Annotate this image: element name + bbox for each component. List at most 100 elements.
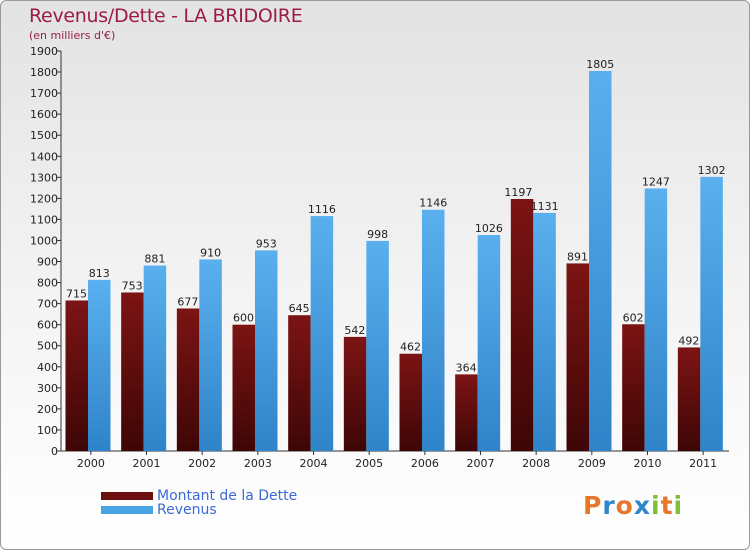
x-tick-label: 2011: [689, 457, 717, 470]
y-tick-label: 200: [37, 403, 58, 416]
y-tick-label: 500: [37, 340, 58, 353]
x-tick-label: 2006: [411, 457, 439, 470]
revenue-value-label: 1146: [419, 197, 447, 210]
debt-value-label: 492: [678, 334, 699, 347]
y-tick-label: 1000: [30, 234, 58, 247]
revenue-value-label: 1131: [531, 200, 559, 213]
x-tick-label: 2004: [300, 457, 328, 470]
debt-bar: [176, 308, 200, 451]
legend-label-debt: Montant de la Dette: [157, 488, 298, 504]
revenue-bar: [88, 279, 111, 451]
y-tick-label: 1600: [30, 108, 58, 121]
revenue-value-label: 910: [200, 246, 221, 259]
y-tick-label: 400: [37, 361, 58, 374]
y-tick-label: 1500: [30, 129, 58, 142]
revenue-value-label: 1247: [642, 175, 670, 188]
y-tick-label: 1100: [30, 213, 58, 226]
x-tick-label: 2009: [578, 457, 606, 470]
y-tick-label: 1800: [30, 66, 58, 79]
revenue-value-label: 998: [367, 228, 388, 241]
y-tick-label: 1200: [30, 192, 58, 205]
debt-bar: [399, 353, 422, 451]
logo-letter: o: [615, 491, 634, 520]
logo-letter: P: [583, 491, 603, 520]
y-tick-label: 800: [37, 277, 58, 290]
x-tick-label: 2008: [522, 457, 550, 470]
revenue-bar: [422, 209, 445, 451]
y-tick-label: 600: [37, 319, 58, 332]
debt-value-label: 462: [400, 341, 421, 354]
logo-letter: i: [673, 491, 684, 520]
debt-bar: [510, 199, 534, 451]
debt-bar: [65, 300, 88, 451]
revenue-value-label: 1805: [586, 58, 614, 71]
debt-bar: [677, 347, 701, 451]
revenue-value-label: 1116: [308, 203, 336, 216]
y-tick-label: 1900: [30, 45, 58, 58]
logo-letter: t: [660, 491, 674, 520]
debt-value-label: 753: [122, 279, 143, 292]
revenue-bar: [310, 216, 334, 451]
revenue-value-label: 813: [89, 267, 110, 280]
y-tick-label: 300: [37, 382, 58, 395]
x-tick-label: 2007: [467, 457, 495, 470]
debt-value-label: 542: [344, 324, 365, 337]
logo-letter: r: [602, 491, 616, 520]
legend-label-revenue: Revenus: [157, 502, 217, 518]
debt-bar: [455, 374, 478, 451]
x-tick-label: 2003: [244, 457, 272, 470]
x-tick-label: 2010: [634, 457, 662, 470]
revenue-value-label: 953: [256, 237, 277, 250]
debt-bar: [566, 263, 589, 451]
debt-bar: [622, 324, 645, 451]
debt-value-label: 715: [66, 287, 87, 300]
revenue-bar: [366, 240, 389, 451]
x-tick-label: 2001: [133, 457, 161, 470]
legend-swatch-revenue: [101, 506, 153, 514]
revenue-bar: [589, 71, 612, 451]
debt-value-label: 891: [567, 250, 588, 263]
chart-title: Revenus/Dette - LA BRIDOIRE: [29, 5, 303, 27]
y-tick-label: 1300: [30, 171, 58, 184]
logo-letter: x: [633, 491, 651, 520]
debt-bar: [232, 324, 255, 451]
y-tick-label: 1400: [30, 150, 58, 163]
debt-value-label: 602: [623, 311, 644, 324]
debt-value-label: 1197: [504, 186, 532, 199]
y-tick-label: 100: [37, 424, 58, 437]
revenue-value-label: 881: [144, 253, 165, 266]
y-tick-label: 900: [37, 256, 58, 269]
x-tick-label: 2005: [355, 457, 383, 470]
legend-swatch-debt: [101, 492, 153, 500]
revenue-bar: [644, 188, 668, 451]
y-tick-label: 700: [37, 298, 58, 311]
legend-item-debt: Montant de la Dette: [101, 488, 297, 504]
debt-value-label: 677: [177, 295, 198, 308]
chart-axes: 0 100 200 300 400 500 600 700 800 900 1000 1100 1200…: [30, 45, 729, 470]
y-tick-label: 0: [51, 445, 58, 458]
debt-value-label: 364: [456, 361, 477, 374]
revenue-value-label: 1026: [475, 222, 503, 235]
debt-bar: [343, 336, 367, 451]
chart-bars: [65, 71, 723, 452]
revenue-bar: [477, 235, 501, 451]
revenue-bar: [143, 265, 167, 451]
revenue-bar: [533, 212, 556, 451]
y-tick-label: 1700: [30, 87, 58, 100]
debt-bar: [121, 292, 144, 451]
legend-item-revenue: Revenus: [101, 502, 217, 518]
x-tick-label: 2000: [77, 457, 105, 470]
chart-subtitle: (en milliers d'€): [29, 29, 116, 42]
revenue-bar: [700, 176, 723, 452]
debt-bar: [288, 315, 311, 451]
x-tick-label: 2002: [188, 457, 216, 470]
revenue-bar: [199, 259, 222, 451]
debt-value-label: 600: [233, 312, 254, 325]
revenue-value-label: 1302: [698, 164, 726, 177]
logo-letter: i: [651, 491, 661, 520]
revenue-bar: [255, 250, 278, 451]
proxiti-logo: Proxiti: [583, 491, 683, 520]
